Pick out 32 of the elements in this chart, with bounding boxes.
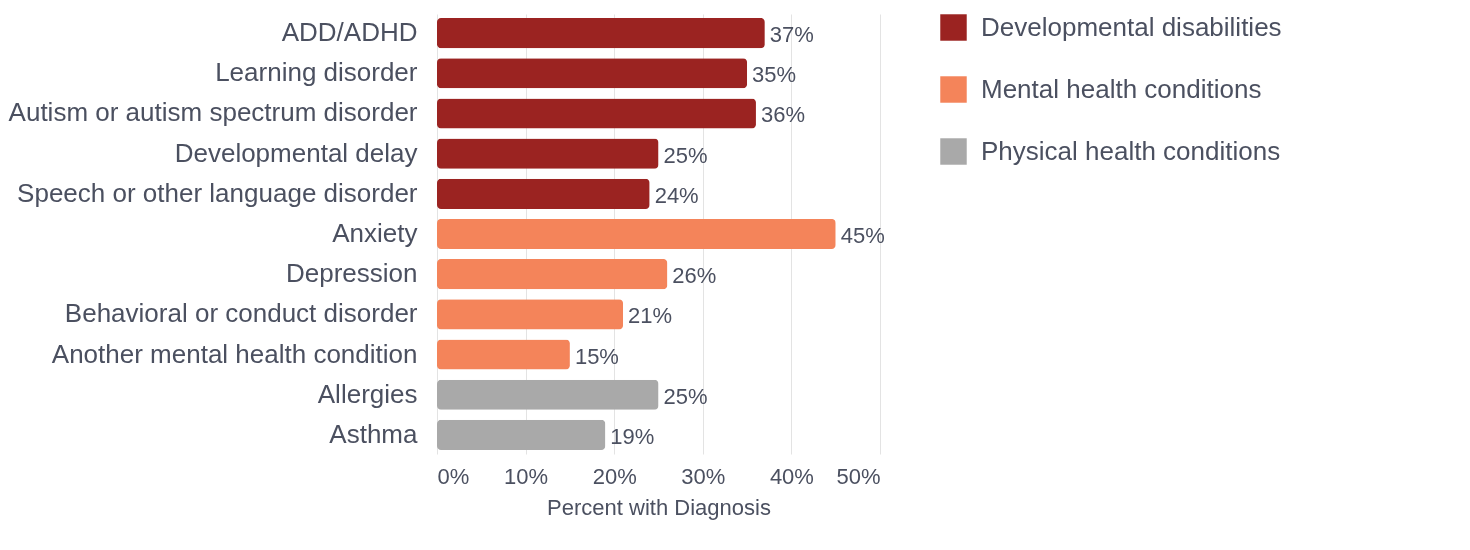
x-tick-label: 50% [836,463,881,489]
data-label: 24% [654,182,699,208]
y-tick-label: Autism or autism spectrum disorder [8,97,418,128]
y-tick-label: Asthma [329,418,419,449]
legend-label: Physical health conditions [981,135,1281,166]
x-tick-label: 10% [504,463,549,489]
data-label: 36% [760,102,806,128]
data-label: 26% [672,263,717,289]
data-label: 19% [610,423,655,449]
x-tick-label: 20% [592,463,637,489]
x-tick-label: 30% [681,463,726,489]
x-axis-title: Percent with Diagnosis [547,494,771,520]
data-label: 45% [840,223,885,248]
legend-label: Developmental disabilities [981,11,1282,42]
y-tick-label: Developmental delay [174,137,418,168]
y-tick-label: Allergies [317,378,418,409]
data-label: 25% [663,142,708,168]
data-label: 37% [769,22,814,48]
y-tick-label: Another mental health condition [51,338,418,369]
data-label: 21% [628,303,673,329]
y-tick-label: Speech or other language disorder [17,177,418,208]
y-tick-label: Behavioral or conduct disorder [64,298,418,329]
y-tick-label: Anxiety [332,218,418,248]
y-tick-label: Learning disorder [215,57,418,88]
data-label: 15% [574,343,619,369]
y-tick-label: Depression [285,258,418,289]
legend-label: Mental health conditions [981,73,1262,104]
data-label: 35% [752,62,797,88]
x-tick-label: 0% [437,463,470,489]
x-tick-label: 40% [769,463,814,489]
y-tick-label: ADD/ADHD [281,17,418,48]
data-label: 25% [663,383,708,409]
